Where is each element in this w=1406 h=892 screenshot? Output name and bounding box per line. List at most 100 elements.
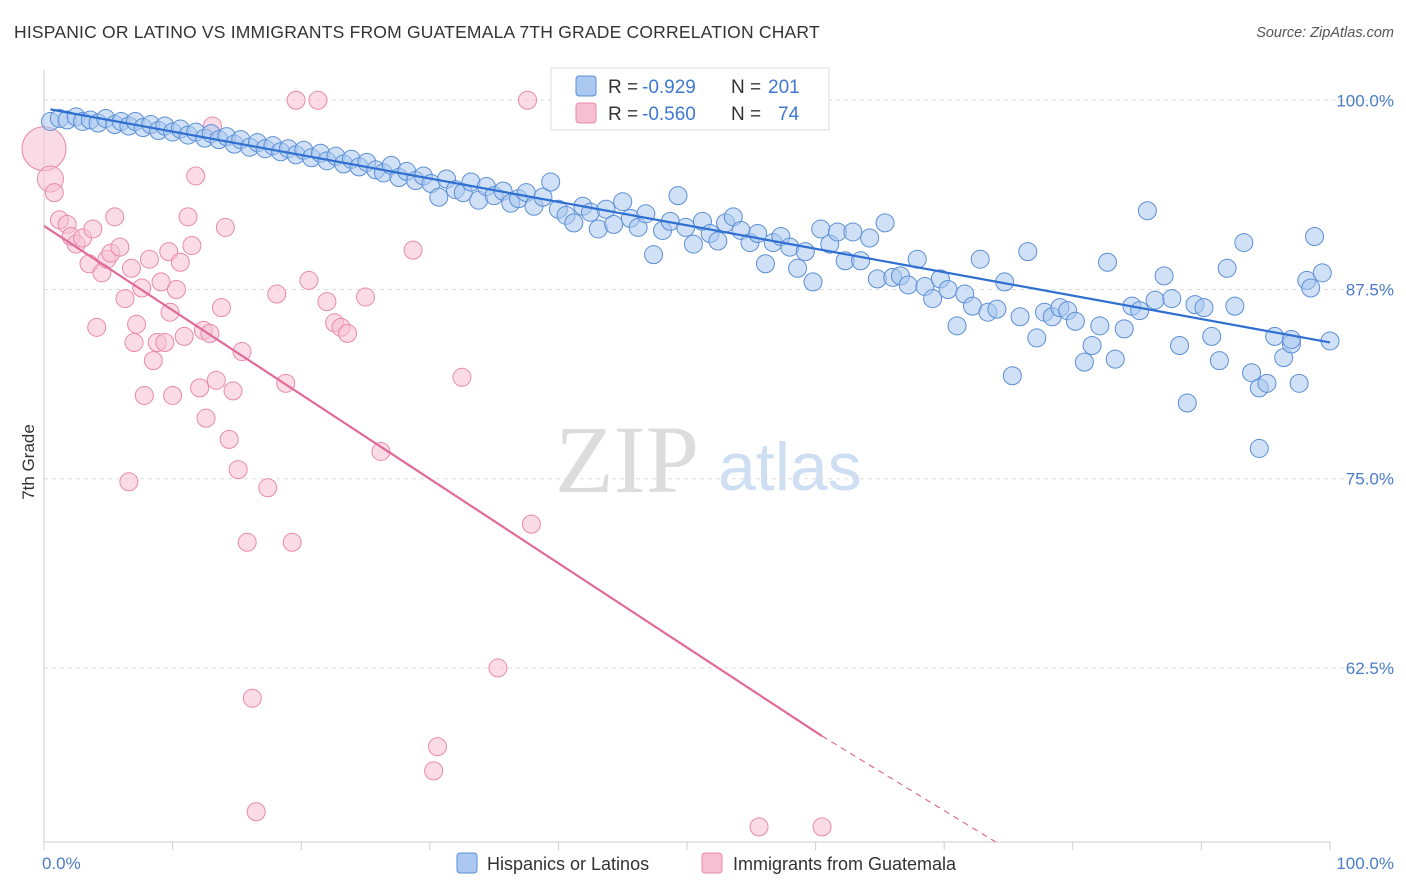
point-guatemala	[215, 217, 235, 237]
point-hispanic	[564, 213, 584, 233]
watermark-zip: ZIP	[555, 406, 699, 513]
point-hispanic	[1105, 349, 1125, 369]
axes	[43, 70, 1331, 850]
point-hispanic	[875, 213, 895, 233]
point-guatemala	[452, 367, 472, 387]
point-guatemala	[356, 287, 375, 307]
y-tick-label: 100.0%	[1336, 91, 1394, 110]
point-guatemala	[124, 332, 144, 352]
point-hispanic	[1312, 263, 1332, 283]
point-guatemala	[139, 249, 159, 269]
point-guatemala	[127, 314, 147, 334]
point-guatemala	[87, 317, 107, 337]
legend-label-guatemala: Immigrants from Guatemala	[733, 854, 957, 874]
point-hispanic	[613, 192, 633, 212]
point-hispanic	[1194, 298, 1214, 318]
point-hispanic	[1114, 319, 1134, 339]
point-hispanic	[788, 258, 808, 278]
point-hispanic	[1010, 307, 1030, 327]
point-guatemala	[337, 323, 357, 343]
point-guatemala	[121, 258, 141, 278]
point-guatemala	[428, 737, 448, 757]
point-guatemala	[424, 761, 444, 781]
point-hispanic	[541, 172, 561, 192]
point-hispanic	[1281, 329, 1301, 349]
point-guatemala	[83, 219, 103, 239]
watermark: ZIP atlas	[555, 406, 862, 513]
point-hispanic	[1202, 326, 1222, 346]
point-hispanic	[1257, 373, 1277, 393]
point-guatemala	[160, 302, 180, 322]
stats-legend-box	[550, 67, 830, 131]
point-guatemala	[518, 90, 538, 110]
stats-r-value-blue: -0.929	[642, 77, 696, 98]
point-hispanic	[708, 231, 728, 251]
stats-r-label-blue: R =	[608, 77, 638, 98]
x-tick-label-min: 0.0%	[42, 854, 81, 873]
point-guatemala	[44, 183, 64, 203]
point-guatemala	[282, 532, 302, 552]
point-guatemala	[267, 284, 287, 304]
point-guatemala	[163, 385, 183, 405]
point-hispanic	[1265, 326, 1285, 346]
point-hispanic	[1074, 352, 1094, 372]
point-guatemala	[110, 237, 130, 257]
point-hispanic	[668, 186, 688, 206]
point-guatemala	[186, 166, 206, 186]
point-hispanic	[938, 279, 958, 299]
point-hispanic	[429, 187, 449, 207]
point-hispanic	[1090, 316, 1110, 336]
point-guatemala	[211, 298, 231, 318]
point-hispanic	[1065, 311, 1085, 331]
chart-source: Source: ZipAtlas.com	[1256, 25, 1394, 41]
point-guatemala	[206, 370, 226, 390]
point-hispanic	[1082, 335, 1102, 355]
point-hispanic	[676, 217, 696, 237]
point-hispanic	[1154, 266, 1174, 286]
point-guatemala	[812, 817, 832, 837]
trend-line-guatemala	[43, 224, 823, 737]
point-guatemala	[166, 279, 186, 299]
point-guatemala	[246, 802, 266, 822]
point-guatemala	[521, 514, 541, 534]
point-hispanic	[947, 316, 967, 336]
trend-line-guatemala-extension	[821, 735, 996, 843]
trend-line-hispanics	[50, 108, 1331, 344]
point-hispanic	[860, 228, 880, 248]
point-hispanic	[898, 275, 918, 295]
point-guatemala	[182, 236, 202, 256]
point-hispanic	[923, 289, 943, 309]
grid	[44, 99, 1394, 669]
point-hispanic	[843, 222, 863, 242]
point-hispanic	[1162, 289, 1182, 309]
point-guatemala	[115, 289, 135, 309]
point-guatemala	[299, 270, 319, 290]
point-guatemala	[170, 252, 190, 272]
point-guatemala	[134, 385, 154, 405]
y-axis-title: 7th Grade	[19, 424, 38, 500]
series-immigrants-from-guatemala	[21, 90, 832, 837]
x-tick-label-max: 100.0%	[1336, 854, 1394, 873]
point-hispanic	[1145, 290, 1165, 310]
point-hispanic	[1098, 252, 1118, 272]
trend-lines	[43, 108, 1331, 843]
point-guatemala	[317, 292, 337, 312]
stats-legend-swatch-blue	[575, 75, 597, 97]
y-tick-label: 87.5%	[1346, 280, 1394, 299]
stats-n-value-blue: 201	[768, 77, 800, 98]
point-hispanic	[1289, 373, 1309, 393]
point-guatemala	[232, 342, 252, 362]
point-hispanic	[755, 254, 775, 274]
stats-r-label-pink: R =	[608, 104, 638, 125]
point-guatemala	[223, 381, 243, 401]
point-guatemala	[219, 429, 239, 449]
point-hispanic	[851, 251, 871, 271]
point-guatemala	[151, 272, 171, 292]
point-guatemala	[178, 207, 198, 227]
point-guatemala	[228, 460, 248, 480]
point-guatemala	[119, 472, 139, 492]
point-guatemala	[242, 688, 262, 708]
stats-n-value-pink: 74	[778, 104, 800, 125]
point-guatemala	[190, 378, 210, 398]
